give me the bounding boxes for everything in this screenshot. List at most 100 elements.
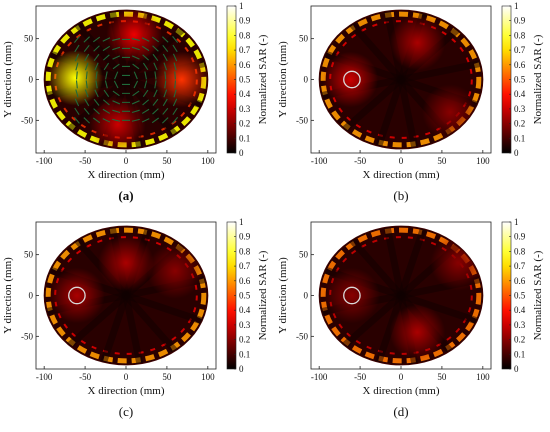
target-marker [68, 286, 86, 305]
x-axis-label: X direction (mm) [88, 169, 165, 181]
skull-shell [320, 227, 482, 364]
colorbar-tick-label: 1 [514, 1, 519, 11]
sar-hotspot [153, 51, 208, 108]
colorbar-tick-label: 0.1 [239, 133, 250, 143]
colorbar-tick-label: 0.7 [239, 261, 251, 271]
panel-label: (a) [118, 188, 134, 203]
sar-heatmap-svg: -100 -50 0 50 100 50 0 -50 X direction (mm) Y dir… [2, 1, 269, 181]
x-tick-label: 100 [476, 372, 490, 382]
colorbar-tick-label: 0.5 [239, 75, 251, 85]
sar-heatmap-svg: -100 -50 0 50 100 50 0 -50 X direction (mm) Y dir… [277, 217, 544, 397]
x-tick-label: -50 [79, 156, 91, 166]
colorbar-tick-label: 0.6 [239, 276, 251, 286]
x-tick-label: -100 [311, 156, 328, 166]
y-tick-label: 0 [29, 75, 34, 85]
colorbar-tick-label: 0.1 [514, 133, 525, 143]
colorbar-tick-label: 0.9 [239, 16, 251, 26]
x-tick-label: 0 [124, 156, 129, 166]
x-tick-label: 100 [201, 372, 215, 382]
x-tick-label: 100 [201, 156, 215, 166]
x-tick-label: 0 [124, 372, 129, 382]
colorbar-tick-label: 0.5 [514, 291, 526, 301]
x-tick-label: 0 [399, 156, 404, 166]
sar-hotspot [98, 235, 154, 291]
colorbar-tick-label: 0.2 [239, 335, 250, 345]
sar-hotspot [147, 243, 203, 299]
target-marker [343, 286, 361, 305]
skull-shell [45, 227, 207, 364]
x-tick-label: 0 [399, 372, 404, 382]
colorbar-tick-label: 0.4 [514, 305, 526, 315]
colorbar-tick-label: 1 [514, 217, 519, 227]
x-tick-label: -50 [79, 372, 91, 382]
colorbar-tick-label: 0.2 [514, 119, 525, 129]
panel-label: (b) [393, 188, 409, 203]
sar-map [44, 226, 208, 365]
sar-hotspot [324, 267, 380, 324]
colorbar-tick-label: 0.6 [514, 276, 526, 286]
colorbar-tick-label: 0.4 [239, 89, 251, 99]
colorbar-label: Normalized SAR (-) [257, 250, 269, 340]
y-tick-label: 0 [304, 291, 309, 301]
colorbar-tick-label: 0.1 [514, 349, 525, 359]
colorbar-tick-label: 0 [514, 364, 519, 374]
target-marker [343, 70, 361, 89]
sar-hotspot [90, 96, 146, 149]
x-axis-label: X direction (mm) [363, 169, 440, 181]
x-tick-label: -50 [354, 372, 366, 382]
colorbar-tick-label: 0.3 [514, 104, 526, 114]
sar-hotspot [322, 51, 379, 108]
colorbar-tick-label: 0.3 [239, 320, 251, 330]
colorbar-tick-label: 0.8 [514, 30, 526, 40]
y-tick-label: 0 [29, 291, 34, 301]
colorbar-tick-label: 0.4 [514, 89, 526, 99]
sar-map [319, 226, 483, 365]
sar-hotspot [106, 10, 163, 63]
x-tick-label: 50 [162, 372, 172, 382]
colorbar-tick-label: 0 [239, 148, 244, 158]
colorbar-label: Normalized SAR (-) [532, 250, 544, 340]
x-tick-label: 100 [476, 156, 490, 166]
sar-hotspot [47, 50, 104, 106]
colorbar-tick-label: 0.1 [239, 349, 250, 359]
panel-d: -100 -50 0 50 100 50 0 -50 X direction (mm) Y dir… [275, 216, 550, 432]
colorbar-tick-label: 0.9 [514, 16, 526, 26]
colorbar-tick-label: 0.3 [514, 320, 526, 330]
panel-label: (c) [118, 404, 134, 419]
field-arrows [73, 36, 179, 124]
x-tick-label: -100 [36, 156, 53, 166]
colorbar-tick-label: 0.9 [514, 232, 526, 242]
sar-hotspot [389, 304, 446, 361]
colorbar-tick-label: 0.7 [239, 45, 251, 55]
y-tick-label: 50 [299, 250, 309, 260]
colorbar-tick-label: 1 [239, 217, 244, 227]
colorbar-tick-label: 0 [239, 364, 244, 374]
colorbar-tick-label: 0.2 [239, 119, 250, 129]
colorbar-tick-label: 1 [239, 1, 244, 11]
y-tick-label: -50 [21, 115, 33, 125]
x-tick-label: 50 [162, 156, 172, 166]
y-tick-label: 0 [304, 75, 309, 85]
colorbar-tick-label: 0.8 [514, 246, 526, 256]
y-tick-label: -50 [296, 115, 308, 125]
sar-heatmap-svg: -100 -50 0 50 100 50 0 -50 X direction (mm) Y dir… [277, 1, 544, 181]
colorbar-tick-label: 0 [514, 148, 519, 158]
x-axis-label: X direction (mm) [363, 385, 440, 397]
sar-heatmap-svg: -100 -50 0 50 100 50 0 -50 X direction (mm) Y dir… [2, 217, 269, 397]
sar-hotspot [49, 267, 105, 324]
colorbar-tick-label: 0.2 [514, 335, 525, 345]
colorbar-tick-label: 0.5 [239, 291, 251, 301]
colorbar-tick-label: 0.6 [514, 60, 526, 70]
x-tick-label: 50 [437, 156, 447, 166]
colorbar-tick-label: 0.3 [239, 104, 251, 114]
y-tick-label: -50 [21, 331, 33, 341]
panel-a: -100 -50 0 50 100 50 0 -50 X direction (mm) Y dir… [0, 0, 275, 216]
colorbar-tick-label: 0.6 [239, 60, 251, 70]
x-axis-label: X direction (mm) [88, 385, 165, 397]
colorbar-tick-label: 0.8 [239, 30, 251, 40]
y-tick-label: -50 [296, 331, 308, 341]
y-axis-label: Y direction (mm) [2, 41, 14, 118]
panel-label: (d) [393, 404, 409, 419]
panel-b: -100 -50 0 50 100 50 0 -50 X direction (mm) Y dir… [275, 0, 550, 216]
colorbar-tick-label: 0.9 [239, 232, 251, 242]
